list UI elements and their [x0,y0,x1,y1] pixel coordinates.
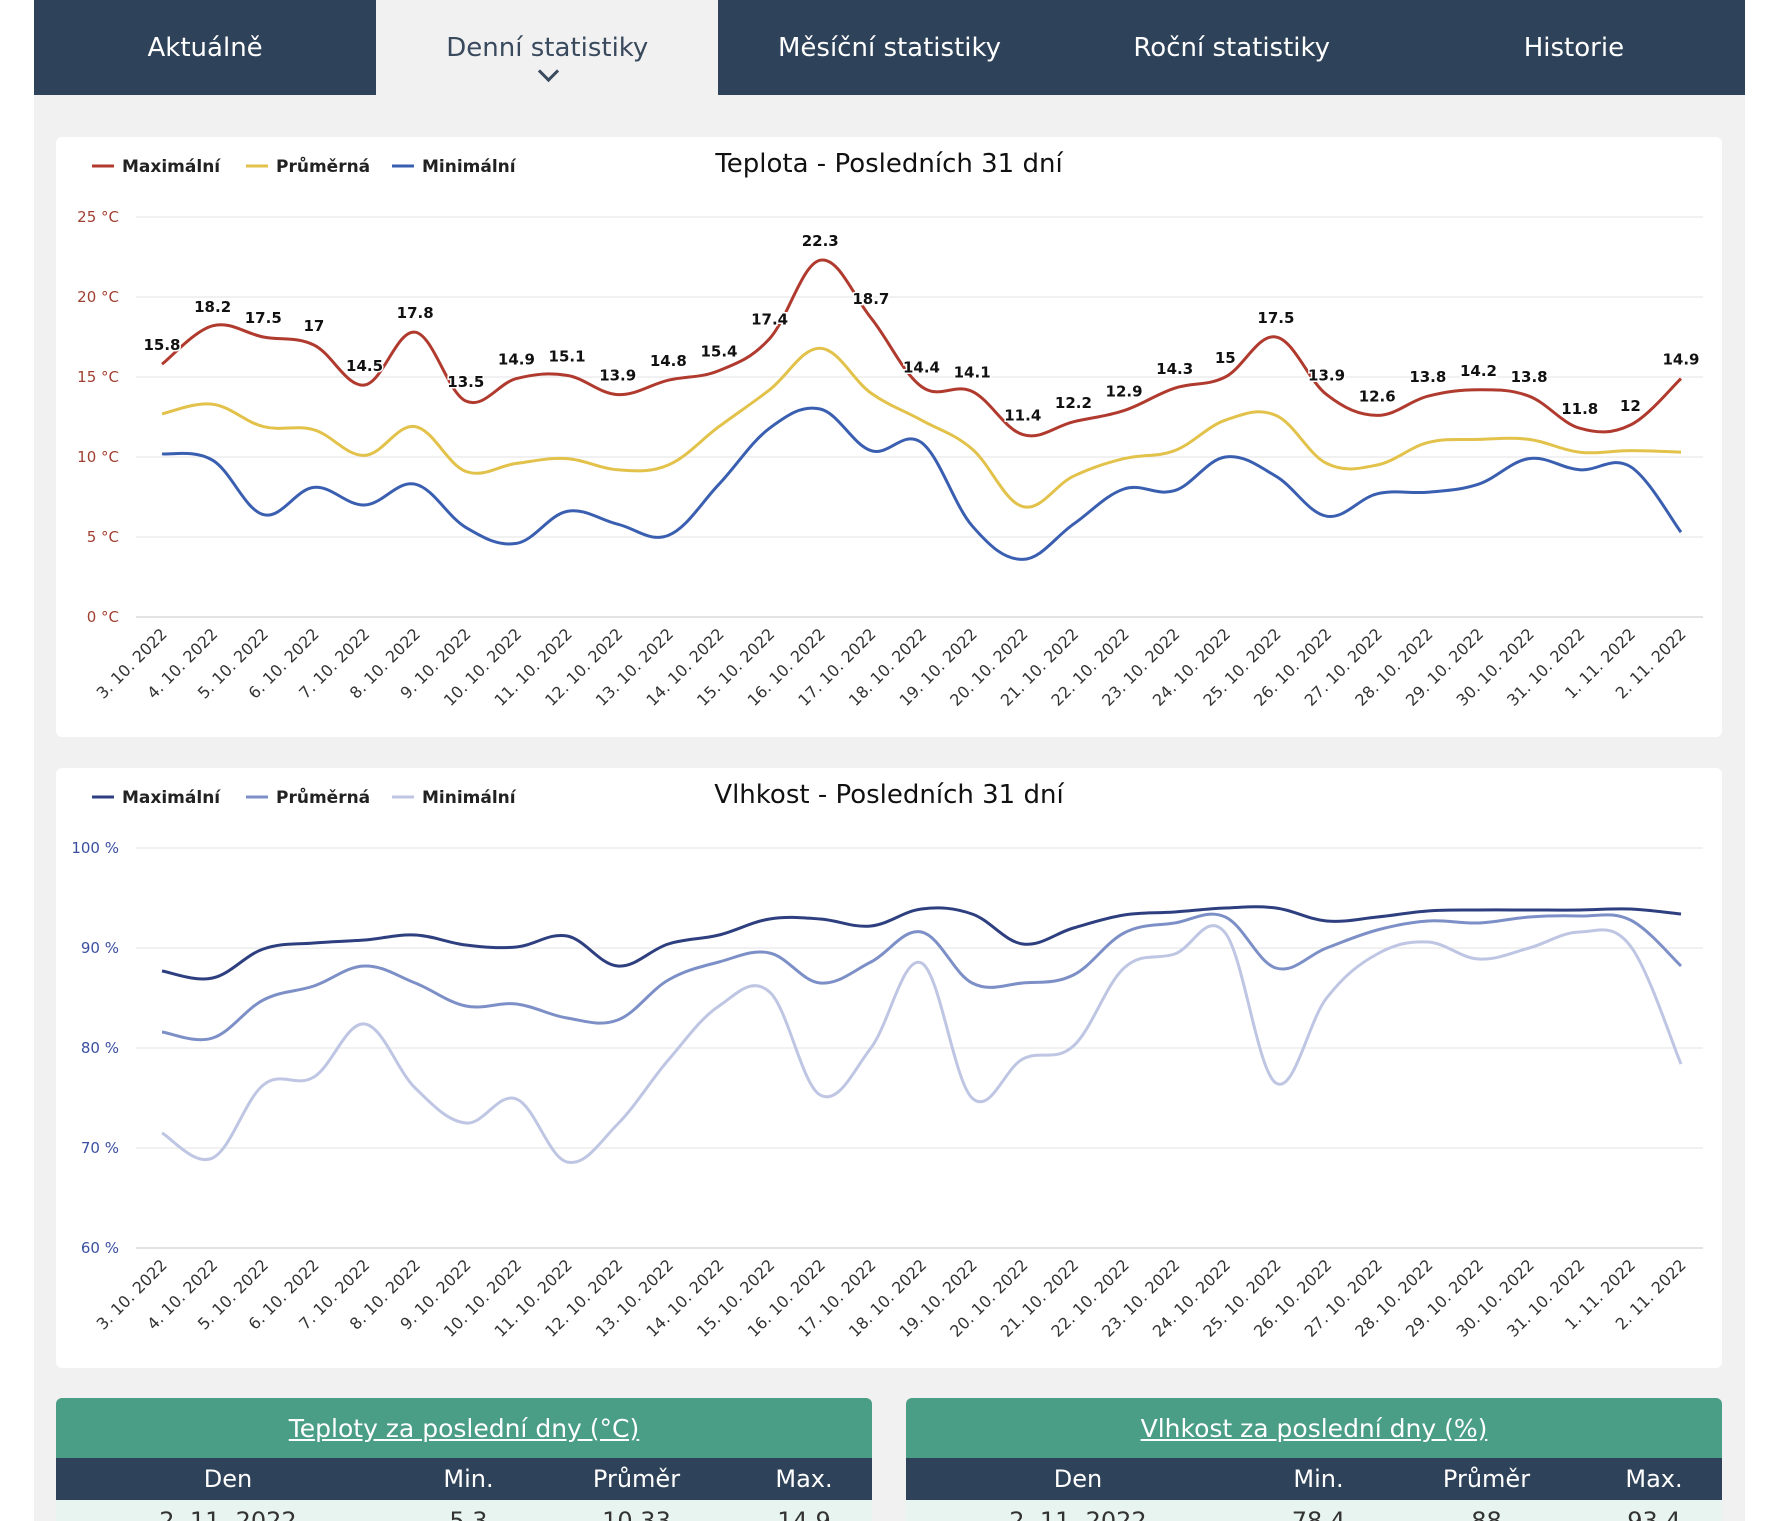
y-tick-label: 70 % [81,1139,119,1157]
stats-tables: Teploty za poslední dny (°C) Den Min. Pr… [56,1398,1722,1521]
y-tick-label: 25 °C [77,208,119,226]
cell-den: 2. 11. 2022 [1009,1507,1147,1521]
temperature-chart[interactable]: Teplota - Posledních 31 dní Maximální Prům… [56,137,1722,737]
data-label: 14.9 [498,351,535,369]
temperature-table: Teploty za poslední dny (°C) Den Min. Pr… [56,1398,872,1521]
tab-historie[interactable]: Historie [1403,0,1745,95]
table-row: 2. 11. 2022 5.3 10.33 14.9 [56,1500,872,1521]
data-label: 13.9 [599,367,636,385]
data-label: 11.8 [1561,400,1598,418]
chart-title: Teplota - Posledních 31 dní [714,149,1063,179]
legend-label: Maximální [122,157,221,177]
data-label: 13.8 [1409,368,1446,386]
series-line-avg [161,912,1683,1042]
humidity-chart[interactable]: Vlhkost - Posledních 31 dní Maximální Prům… [56,768,1722,1368]
column-header-prumer[interactable]: Průměr [592,1465,681,1493]
legend-label: Průměrná [276,786,370,808]
data-label: 15.4 [700,343,737,361]
data-label: 17.8 [397,304,434,322]
data-label: 12.6 [1359,387,1396,405]
cell-prumer: 10.33 [602,1507,671,1521]
stats-nav: Aktuálně Denní statistiky Měsíční statis… [34,0,1745,95]
cell-min: 5.3 [449,1507,488,1521]
data-label: 13.5 [447,373,484,391]
column-header-min[interactable]: Min. [1293,1465,1344,1493]
column-header-min[interactable]: Min. [443,1465,494,1493]
data-label: 12 [1620,397,1641,415]
humidity-table-header: Vlhkost za poslední dny (%) [906,1398,1722,1458]
column-header-den[interactable]: Den [203,1465,253,1493]
data-label: 17.5 [245,309,282,327]
column-header-den[interactable]: Den [1053,1465,1103,1493]
data-label: 13.8 [1511,368,1548,386]
table-row: 2. 11. 2022 78.4 88 93.4 [906,1500,1722,1521]
humidity-table-title-link[interactable]: Vlhkost za poslední dny (%) [1140,1413,1488,1443]
data-label: 11.4 [1004,407,1041,425]
cell-prumer: 88 [1471,1507,1502,1521]
column-header-prumer[interactable]: Průměr [1442,1465,1531,1493]
column-header-max[interactable]: Max. [1625,1465,1683,1493]
data-label: 14.8 [650,352,687,370]
cell-max: 93.4 [1627,1507,1681,1521]
series-line-min [161,406,1683,561]
y-tick-label: 15 °C [77,368,119,386]
legend-label: Maximální [122,788,221,808]
humidity-table: Vlhkost za poslední dny (%) Den Min. Prů… [906,1398,1722,1521]
chart-title: Vlhkost - Posledních 31 dní [714,780,1064,810]
humidity-table-columns: Den Min. Průměr Max. [906,1458,1722,1500]
tab-label: Aktuálně [147,32,263,63]
tab-denni-statistiky[interactable]: Denní statistiky [376,0,719,95]
data-label: 12.9 [1106,383,1143,401]
legend-label: Průměrná [276,155,370,177]
column-header-max[interactable]: Max. [775,1465,833,1493]
tab-rocni-statistiky[interactable]: Roční statistiky [1061,0,1403,95]
temperature-table-header: Teploty za poslední dny (°C) [56,1398,872,1458]
data-label: 18.2 [194,298,231,316]
cell-min: 78.4 [1291,1507,1346,1521]
data-label: 14.9 [1662,351,1699,369]
data-label: 14.1 [954,363,991,381]
data-label: 17 [303,317,324,335]
data-label: 17.5 [1257,309,1294,327]
legend-label: Minimální [422,157,517,177]
tab-label: Roční statistiky [1133,32,1331,63]
series-line-avg [161,346,1682,509]
y-tick-label: 80 % [81,1039,119,1057]
data-label: 14.4 [903,359,940,377]
data-label: 15.1 [549,347,586,365]
temperature-table-columns: Den Min. Průměr Max. [56,1458,872,1500]
y-tick-label: 10 °C [77,448,119,466]
tab-label: Historie [1523,32,1625,63]
tab-aktualne[interactable]: Aktuálně [34,0,376,95]
legend-label: Minimální [422,788,517,808]
chevron-down-icon [538,60,560,83]
y-tick-label: 5 °C [87,528,119,546]
data-label: 14.5 [346,357,383,375]
data-label: 15 [1215,349,1236,367]
data-label: 15.8 [143,336,180,354]
data-label: 22.3 [802,232,839,250]
data-label: 14.3 [1156,360,1193,378]
series-line-max [161,258,1683,438]
data-label: 12.2 [1055,394,1092,412]
y-tick-label: 100 % [71,839,119,857]
temperature-table-title-link[interactable]: Teploty za poslední dny (°C) [288,1413,640,1443]
data-label: 13.9 [1308,367,1345,385]
y-tick-label: 90 % [81,939,119,957]
y-tick-label: 20 °C [77,288,119,306]
series-line-max [161,905,1682,981]
data-label: 14.2 [1460,362,1497,380]
tab-mesicni-statistiky[interactable]: Měsíční statistiky [718,0,1060,95]
tab-label: Měsíční statistiky [777,32,1002,63]
humidity-chart-card: Vlhkost - Posledních 31 dní Maximální Prům… [56,768,1722,1368]
data-label: 18.7 [852,290,889,308]
temperature-chart-card: Teplota - Posledních 31 dní Maximální Prům… [56,137,1722,737]
y-tick-label: 0 °C [87,608,119,626]
cell-den: 2. 11. 2022 [159,1507,297,1521]
data-label: 17.4 [751,311,788,329]
tab-label: Denní statistiky [446,32,649,63]
series-line-min [161,924,1683,1164]
y-tick-label: 60 % [81,1239,119,1257]
cell-max: 14.9 [777,1507,831,1521]
